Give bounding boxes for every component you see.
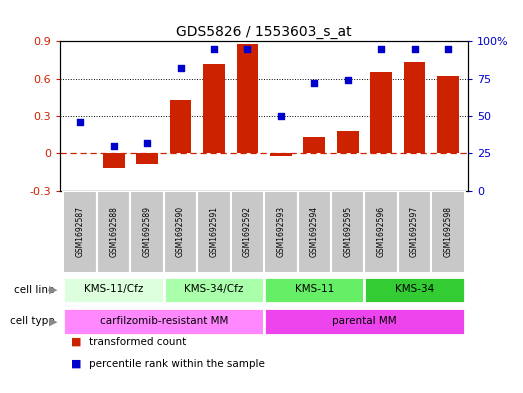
Text: KMS-34: KMS-34 bbox=[395, 284, 434, 294]
Point bbox=[344, 77, 352, 83]
Bar bbox=[404, 62, 425, 153]
Point bbox=[109, 143, 118, 149]
Text: ■: ■ bbox=[71, 337, 81, 347]
Text: GSM1692592: GSM1692592 bbox=[243, 206, 252, 257]
Text: GSM1692589: GSM1692589 bbox=[143, 206, 152, 257]
Text: GSM1692588: GSM1692588 bbox=[109, 206, 118, 257]
FancyBboxPatch shape bbox=[164, 191, 197, 273]
FancyBboxPatch shape bbox=[264, 277, 365, 303]
Text: percentile rank within the sample: percentile rank within the sample bbox=[89, 358, 265, 369]
FancyBboxPatch shape bbox=[63, 277, 164, 303]
Bar bbox=[337, 131, 359, 153]
Text: ▶: ▶ bbox=[49, 285, 58, 295]
Bar bbox=[236, 44, 258, 153]
Point bbox=[210, 46, 218, 52]
Point bbox=[310, 80, 319, 86]
Text: ■: ■ bbox=[71, 358, 81, 369]
Point bbox=[411, 46, 419, 52]
FancyBboxPatch shape bbox=[197, 191, 231, 273]
Bar bbox=[103, 153, 124, 168]
Text: GSM1692594: GSM1692594 bbox=[310, 206, 319, 257]
FancyBboxPatch shape bbox=[63, 191, 97, 273]
Text: GSM1692598: GSM1692598 bbox=[444, 206, 452, 257]
FancyBboxPatch shape bbox=[97, 191, 130, 273]
Point bbox=[176, 65, 185, 71]
FancyBboxPatch shape bbox=[264, 308, 465, 334]
FancyBboxPatch shape bbox=[264, 191, 298, 273]
Bar bbox=[203, 64, 225, 153]
Text: GSM1692596: GSM1692596 bbox=[377, 206, 385, 257]
FancyBboxPatch shape bbox=[431, 191, 465, 273]
FancyBboxPatch shape bbox=[398, 191, 431, 273]
FancyBboxPatch shape bbox=[63, 308, 264, 334]
Text: KMS-11: KMS-11 bbox=[294, 284, 334, 294]
Text: ▶: ▶ bbox=[49, 316, 58, 326]
Text: KMS-34/Cfz: KMS-34/Cfz bbox=[184, 284, 244, 294]
Point bbox=[76, 119, 84, 125]
Point bbox=[377, 46, 385, 52]
Text: GSM1692593: GSM1692593 bbox=[276, 206, 286, 257]
Point bbox=[444, 46, 452, 52]
Text: cell type: cell type bbox=[9, 316, 58, 326]
Text: cell line: cell line bbox=[14, 285, 58, 295]
Text: GSM1692597: GSM1692597 bbox=[410, 206, 419, 257]
Point bbox=[243, 46, 252, 52]
FancyBboxPatch shape bbox=[365, 277, 465, 303]
FancyBboxPatch shape bbox=[298, 191, 331, 273]
Text: GSM1692595: GSM1692595 bbox=[343, 206, 352, 257]
Text: transformed count: transformed count bbox=[89, 337, 186, 347]
Point bbox=[277, 113, 285, 119]
FancyBboxPatch shape bbox=[365, 191, 398, 273]
Text: KMS-11/Cfz: KMS-11/Cfz bbox=[84, 284, 143, 294]
Point bbox=[143, 140, 151, 146]
Text: carfilzomib-resistant MM: carfilzomib-resistant MM bbox=[99, 316, 228, 326]
FancyBboxPatch shape bbox=[331, 191, 365, 273]
Title: GDS5826 / 1553603_s_at: GDS5826 / 1553603_s_at bbox=[176, 25, 352, 39]
Bar bbox=[136, 153, 158, 164]
FancyBboxPatch shape bbox=[164, 277, 264, 303]
FancyBboxPatch shape bbox=[231, 191, 264, 273]
Text: GSM1692590: GSM1692590 bbox=[176, 206, 185, 257]
Text: GSM1692591: GSM1692591 bbox=[209, 206, 219, 257]
Bar bbox=[169, 100, 191, 153]
FancyBboxPatch shape bbox=[130, 191, 164, 273]
Text: parental MM: parental MM bbox=[332, 316, 397, 326]
Bar bbox=[303, 137, 325, 153]
Bar bbox=[370, 72, 392, 153]
Text: GSM1692587: GSM1692587 bbox=[76, 206, 85, 257]
Bar bbox=[437, 76, 459, 153]
Bar bbox=[270, 153, 292, 156]
